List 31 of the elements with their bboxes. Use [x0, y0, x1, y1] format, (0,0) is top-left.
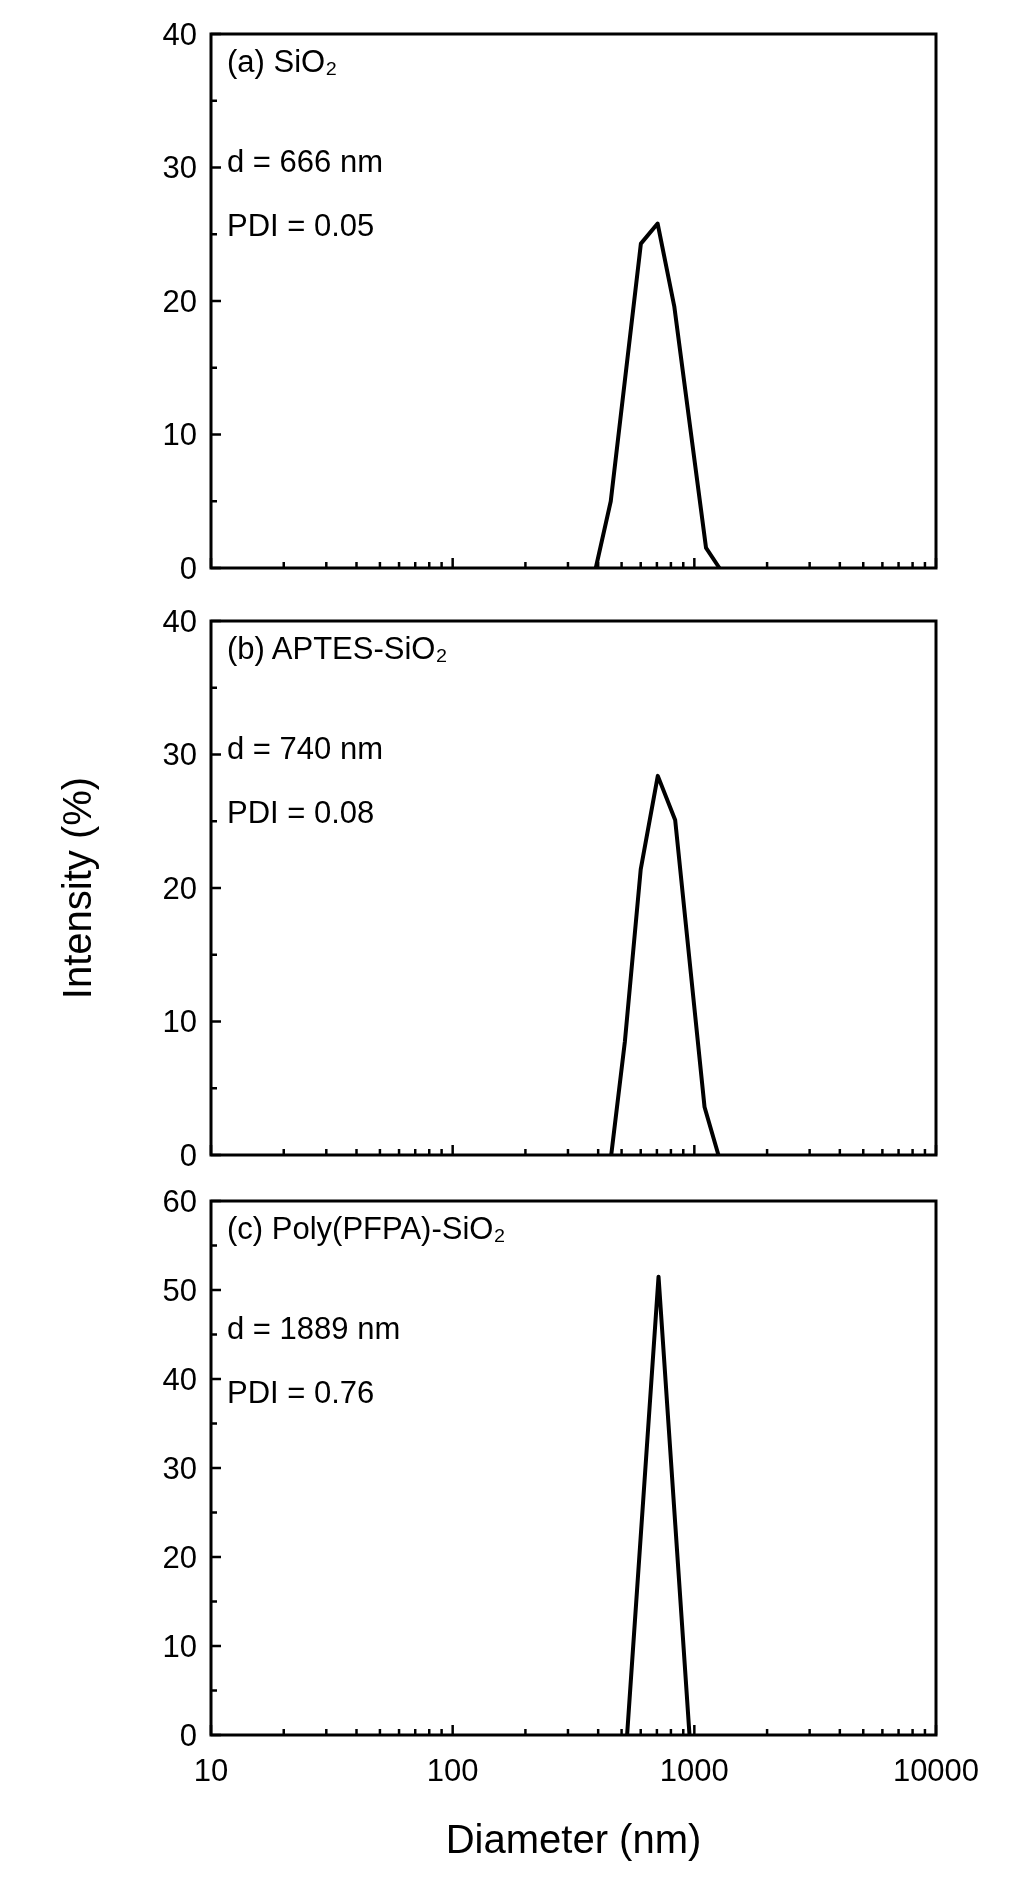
annotation: d = 1889 nm	[227, 1311, 401, 1346]
y-tick-label: 0	[179, 1717, 197, 1753]
annotation: d = 666 nm	[227, 144, 383, 179]
y-tick-label: 0	[179, 550, 197, 586]
x-tick-label: 10000	[892, 1753, 980, 1788]
annotation: PDI = 0.76	[227, 1375, 375, 1410]
y-tick-label: 40	[162, 1361, 197, 1397]
annotation: PDI = 0.08	[227, 795, 375, 830]
y-tick-label: 30	[162, 737, 197, 773]
annotation: (c) Poly(PFPA)-SiO₂	[227, 1211, 506, 1246]
y-tick-label: 60	[162, 1183, 197, 1219]
annotation: (a) SiO₂	[227, 44, 338, 79]
y-tick-label: 0	[179, 1137, 197, 1173]
y-tick-label: 30	[162, 1450, 197, 1486]
x-tick-label: 100	[426, 1753, 479, 1788]
y-tick-label: 20	[162, 1539, 197, 1575]
y-tick-label: 20	[162, 870, 197, 906]
y-tick-label: 40	[162, 603, 197, 639]
y-tick-label: 40	[162, 16, 197, 52]
y-tick-label: 10	[162, 1004, 197, 1040]
annotation: (b) APTES-SiO₂	[227, 631, 448, 666]
y-tick-label: 20	[162, 283, 197, 319]
y-tick-label: 30	[162, 150, 197, 186]
y-tick-label: 50	[162, 1272, 197, 1308]
y-tick-label: 10	[162, 1628, 197, 1664]
x-axis-title: Diameter (nm)	[445, 1817, 702, 1861]
y-axis-title: Intensity (%)	[55, 776, 99, 1000]
annotation: PDI = 0.05	[227, 208, 375, 243]
x-tick-label: 1000	[659, 1753, 729, 1788]
annotation: d = 740 nm	[227, 731, 383, 766]
y-tick-label: 10	[162, 417, 197, 453]
